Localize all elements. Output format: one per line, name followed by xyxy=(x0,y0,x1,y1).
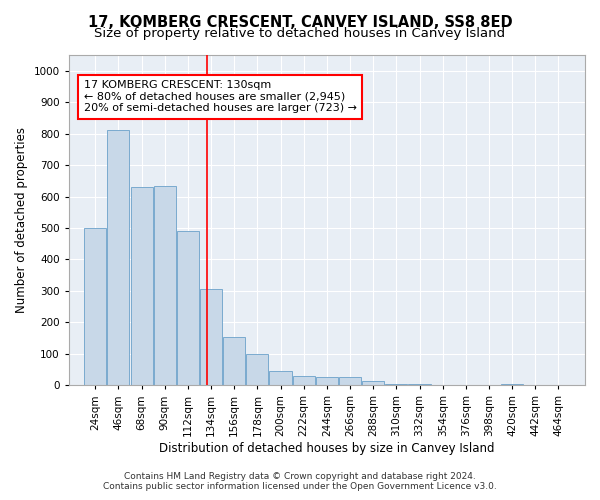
Bar xyxy=(223,336,245,386)
Text: Contains HM Land Registry data © Crown copyright and database right 2024.: Contains HM Land Registry data © Crown c… xyxy=(124,472,476,481)
Bar xyxy=(131,187,152,386)
Bar xyxy=(316,378,338,386)
Bar xyxy=(154,186,176,386)
Bar xyxy=(501,384,523,386)
Bar xyxy=(524,384,547,386)
Text: Contains public sector information licensed under the Open Government Licence v3: Contains public sector information licen… xyxy=(103,482,497,491)
Bar xyxy=(200,290,222,386)
Bar xyxy=(177,231,199,386)
Bar xyxy=(455,384,477,386)
Text: 17 KOMBERG CRESCENT: 130sqm
← 80% of detached houses are smaller (2,945)
20% of : 17 KOMBERG CRESCENT: 130sqm ← 80% of det… xyxy=(83,80,356,114)
Bar xyxy=(293,376,315,386)
Bar xyxy=(84,228,106,386)
Bar xyxy=(107,130,130,386)
Text: Size of property relative to detached houses in Canvey Island: Size of property relative to detached ho… xyxy=(94,28,506,40)
Bar xyxy=(478,384,500,386)
Bar xyxy=(409,384,431,386)
Y-axis label: Number of detached properties: Number of detached properties xyxy=(15,127,28,313)
Text: 17, KOMBERG CRESCENT, CANVEY ISLAND, SS8 8ED: 17, KOMBERG CRESCENT, CANVEY ISLAND, SS8… xyxy=(88,15,512,30)
Bar xyxy=(547,384,569,386)
X-axis label: Distribution of detached houses by size in Canvey Island: Distribution of detached houses by size … xyxy=(159,442,494,455)
Bar xyxy=(269,371,292,386)
Bar xyxy=(431,384,454,386)
Bar xyxy=(385,384,407,386)
Bar xyxy=(247,354,268,386)
Bar xyxy=(339,378,361,386)
Bar xyxy=(362,380,384,386)
